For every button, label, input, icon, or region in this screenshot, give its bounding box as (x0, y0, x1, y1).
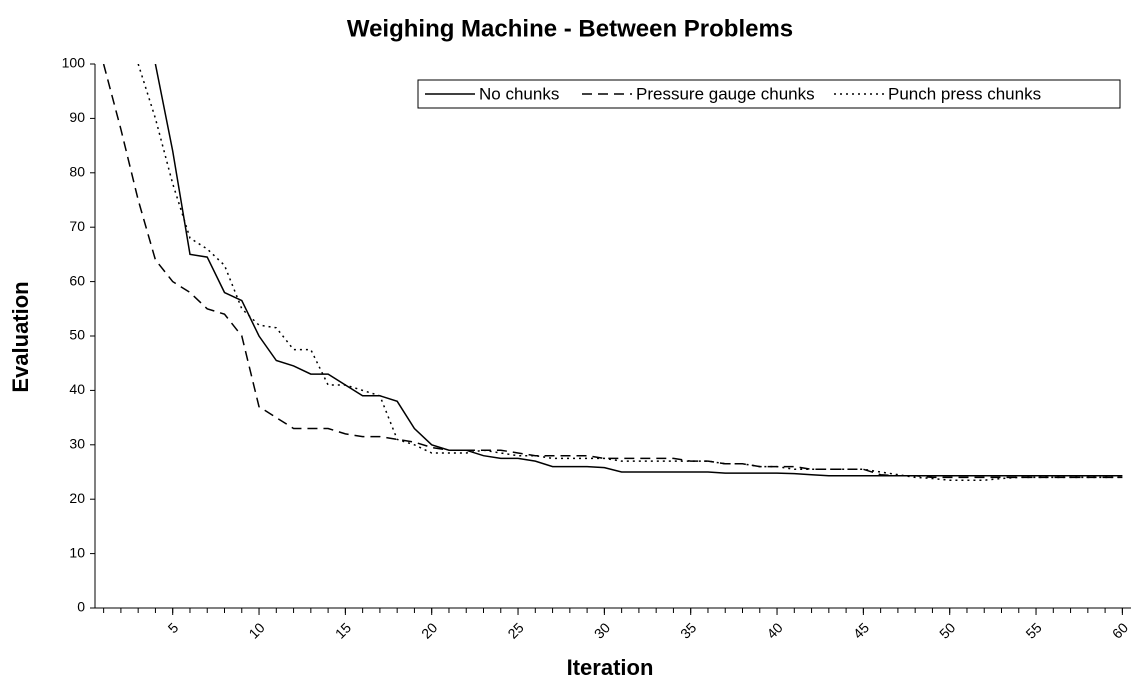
y-axis-title: Evaluation (8, 281, 33, 392)
y-tick-label: 30 (69, 436, 85, 452)
y-tick-label: 70 (69, 218, 85, 234)
legend-box (417, 79, 1121, 109)
y-tick-label: 100 (62, 55, 86, 71)
legend-label: No chunks (479, 84, 559, 103)
x-tick-label: 10 (245, 619, 267, 641)
series-line (137, 64, 1123, 481)
x-tick-label: 20 (418, 619, 440, 641)
y-tick-label: 90 (69, 109, 85, 125)
x-tick-label: 30 (591, 619, 613, 641)
x-tick-label: 50 (936, 619, 958, 641)
y-tick-label: 10 (69, 544, 85, 560)
y-tick-label: 50 (69, 327, 85, 343)
x-tick-label: 25 (504, 619, 526, 641)
y-tick-label: 0 (77, 599, 85, 615)
series-line (102, 64, 1123, 479)
x-tick-label: 40 (763, 619, 785, 641)
x-tick-label: 15 (332, 619, 354, 641)
x-axis-title: Iteration (567, 655, 654, 680)
y-tick-label: 80 (69, 164, 85, 180)
y-tick-label: 60 (69, 272, 85, 288)
x-tick-label: 35 (677, 619, 699, 641)
legend-label: Punch press chunks (888, 84, 1041, 103)
legend-label: Pressure gauge chunks (636, 84, 815, 103)
x-tick-label: 55 (1022, 619, 1044, 641)
chart-title: Weighing Machine - Between Problems (347, 15, 793, 42)
y-tick-label: 40 (69, 381, 85, 397)
x-tick-label: 45 (850, 619, 872, 641)
x-tick-label: 5 (165, 619, 182, 636)
plot-area (102, 64, 1123, 481)
x-tick-label: 60 (1109, 619, 1131, 641)
series-line (154, 64, 1123, 477)
y-tick-label: 20 (69, 490, 85, 506)
